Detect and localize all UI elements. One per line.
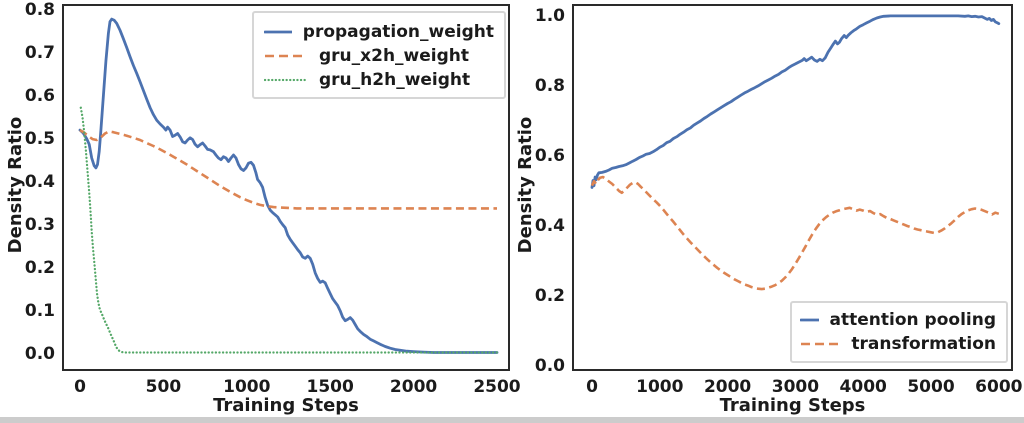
- y-tick-label: 0.1: [24, 300, 55, 321]
- right-y-axis-label: Density Ratio: [515, 116, 536, 254]
- y-tick-label: 0.6: [24, 85, 55, 106]
- y-tick-label: 0.8: [24, 0, 55, 20]
- y-tick-label: 0.2: [24, 257, 55, 278]
- y-tick-label: 0.0: [534, 356, 565, 377]
- series-line-gru_x2h_weight: [79, 128, 497, 210]
- legend-label: attention pooling: [829, 310, 996, 330]
- legend-entry: gru_x2h_weight: [264, 44, 494, 68]
- legend-line-swatch: [264, 78, 308, 82]
- y-tick-label: 0.2: [534, 286, 565, 307]
- x-tick-label: 2500: [473, 377, 521, 397]
- right-plot-svg: [590, 14, 1001, 291]
- legend-entry: transformation: [800, 332, 996, 356]
- y-tick-label: 0.4: [534, 216, 565, 237]
- x-tick-label: 2000: [389, 377, 438, 397]
- legend-entry: attention pooling: [800, 308, 996, 332]
- legend-line-swatch: [801, 342, 841, 346]
- x-tick-label: 1000: [223, 377, 271, 397]
- series-line-gru_h2h_weight: [79, 106, 499, 354]
- y-tick-label: 0.8: [534, 75, 565, 96]
- x-tick-label: 4000: [839, 377, 887, 397]
- legend-line-swatch: [264, 30, 292, 34]
- legend-entry: propagation_weight: [264, 20, 494, 44]
- bottom-border: [0, 417, 1024, 423]
- left-x-axis-label: Training Steps: [213, 395, 359, 416]
- y-tick-label: 0.0: [24, 343, 55, 364]
- right-legend: attention pooling transformation: [790, 301, 1008, 363]
- legend-label: propagation_weight: [302, 22, 494, 42]
- x-tick-label: 6000: [975, 377, 1023, 397]
- y-tick-label: 0.7: [24, 42, 55, 63]
- left-plot-area: propagation_weight gru_x2h_weight gru_h2h_…: [62, 4, 510, 371]
- left-legend: propagation_weight gru_x2h_weight gru_h2h_…: [252, 11, 506, 99]
- y-tick-label: 0.5: [24, 128, 55, 149]
- y-tick-label: 0.3: [24, 214, 55, 235]
- legend-line-swatch: [800, 318, 819, 322]
- legend-label: transformation: [851, 334, 996, 354]
- series-line-transformation: [590, 175, 1000, 291]
- x-tick-label: 0: [586, 377, 598, 397]
- right-plot-area: attention pooling transformation: [572, 4, 1013, 371]
- x-tick-label: 1500: [306, 377, 354, 397]
- y-tick-label: 0.4: [24, 171, 55, 192]
- legend-label: gru_h2h_weight: [319, 70, 471, 90]
- x-tick-label: 3000: [771, 377, 820, 397]
- legend-line-swatch: [265, 54, 307, 58]
- y-tick-label: 1.0: [534, 5, 565, 26]
- left-plot-svg: [78, 17, 499, 354]
- right-x-axis-label: Training Steps: [719, 395, 866, 416]
- x-tick-label: 5000: [907, 377, 955, 397]
- series-line-attention-pooling: [590, 14, 1001, 189]
- y-tick-label: 0.6: [534, 145, 565, 166]
- x-tick-label: 1000: [636, 377, 684, 397]
- series-line-propagation_weight: [78, 17, 499, 354]
- x-tick-label: 2000: [703, 377, 752, 397]
- legend-label: gru_x2h_weight: [319, 46, 470, 66]
- x-tick-label: 0: [74, 377, 86, 397]
- x-tick-label: 500: [145, 377, 182, 397]
- legend-entry: gru_h2h_weight: [264, 68, 494, 92]
